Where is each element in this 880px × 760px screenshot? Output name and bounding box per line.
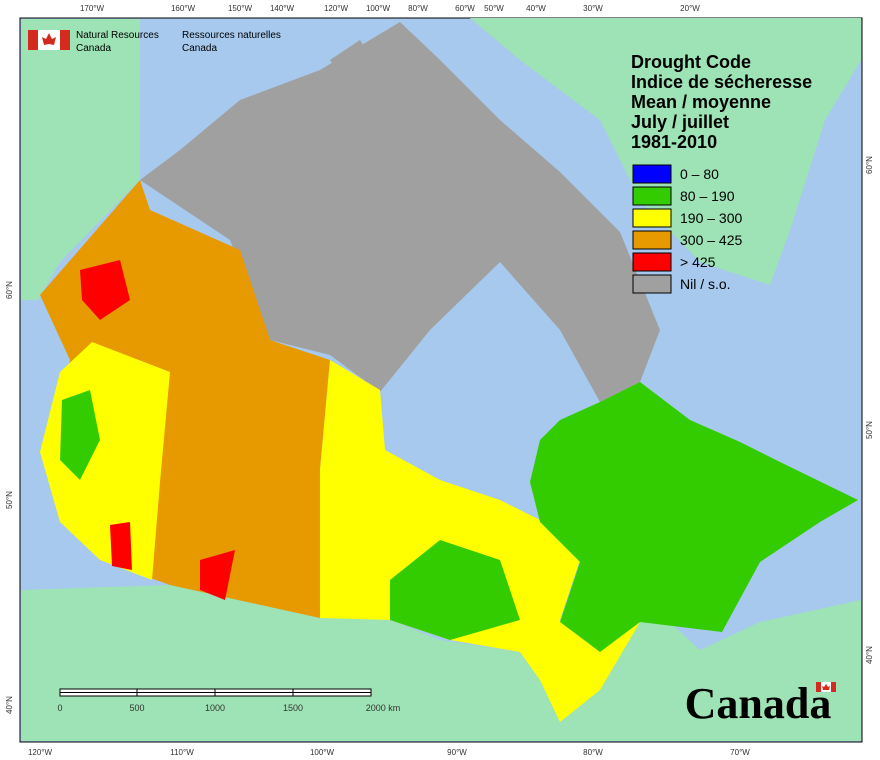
legend-title: Indice de sécheresse [631,72,812,92]
legend-swatch [632,274,672,294]
agency-name: Canada [76,43,111,54]
graticule-label: 80°W [408,4,428,13]
graticule-label: 30°W [583,4,603,13]
graticule-label: 100°W [366,4,391,13]
graticule-label: 100°W [310,748,335,757]
graticule-label: 170°W [80,4,105,13]
agency-flag [28,30,70,50]
drought-red [80,260,235,600]
legend-swatch [632,164,672,184]
legend-label: Nil / s.o. [680,276,731,292]
graticule-label: 40°N [5,696,14,714]
graticule-label: 60°N [5,281,14,299]
scale-label: 1000 [205,703,225,713]
scale-label: 2000 km [366,703,401,713]
graticule-label: 50°W [484,4,504,13]
scale-label: 500 [129,703,144,713]
legend-label: 190 – 300 [680,210,742,226]
graticule-label: 40°N [865,646,874,664]
drought-gray [140,22,660,402]
legend-swatch [632,230,672,250]
legend-swatch [632,186,672,206]
graticule-label: 110°W [170,748,194,757]
graticule-label: 40°W [526,4,546,13]
legend-title: Mean / moyenne [631,92,771,112]
wordmark-flag [816,682,836,692]
graticule-label: 80°W [583,748,603,757]
scale-label: 1500 [283,703,303,713]
land-foreign [21,18,861,741]
legend-swatch [632,252,672,272]
legend-label: 0 – 80 [680,166,719,182]
agency-name: Canada [182,43,217,54]
graticule-label: 120°W [324,4,349,13]
drought-green [60,382,858,652]
legend-label: > 425 [680,254,716,270]
graticule-label: 90°W [447,748,467,757]
graticule-label: 50°N [5,491,14,509]
legend-title: July / juillet [631,112,729,132]
legend-label: 80 – 190 [680,188,735,204]
graticule-label: 50°N [865,421,874,439]
graticule-label: 150°W [228,4,253,13]
legend-label: 300 – 425 [680,232,742,248]
graticule-label: 70°W [730,748,750,757]
graticule-label: 160°W [171,4,196,13]
legend-title: Drought Code [631,52,751,72]
graticule-label: 60°W [455,4,475,13]
graticule-label: 140°W [270,4,295,13]
graticule-label: 60°N [865,156,874,174]
legend-swatch [632,208,672,228]
agency-name: Ressources naturelles [182,30,281,41]
graticule-label: 120°W [28,748,53,757]
legend-title: 1981-2010 [631,132,717,152]
agency-name: Natural Resources [76,30,159,41]
scale-label: 0 [57,703,62,713]
graticule-label: 20°W [680,4,700,13]
wordmark: Canada [685,679,832,728]
